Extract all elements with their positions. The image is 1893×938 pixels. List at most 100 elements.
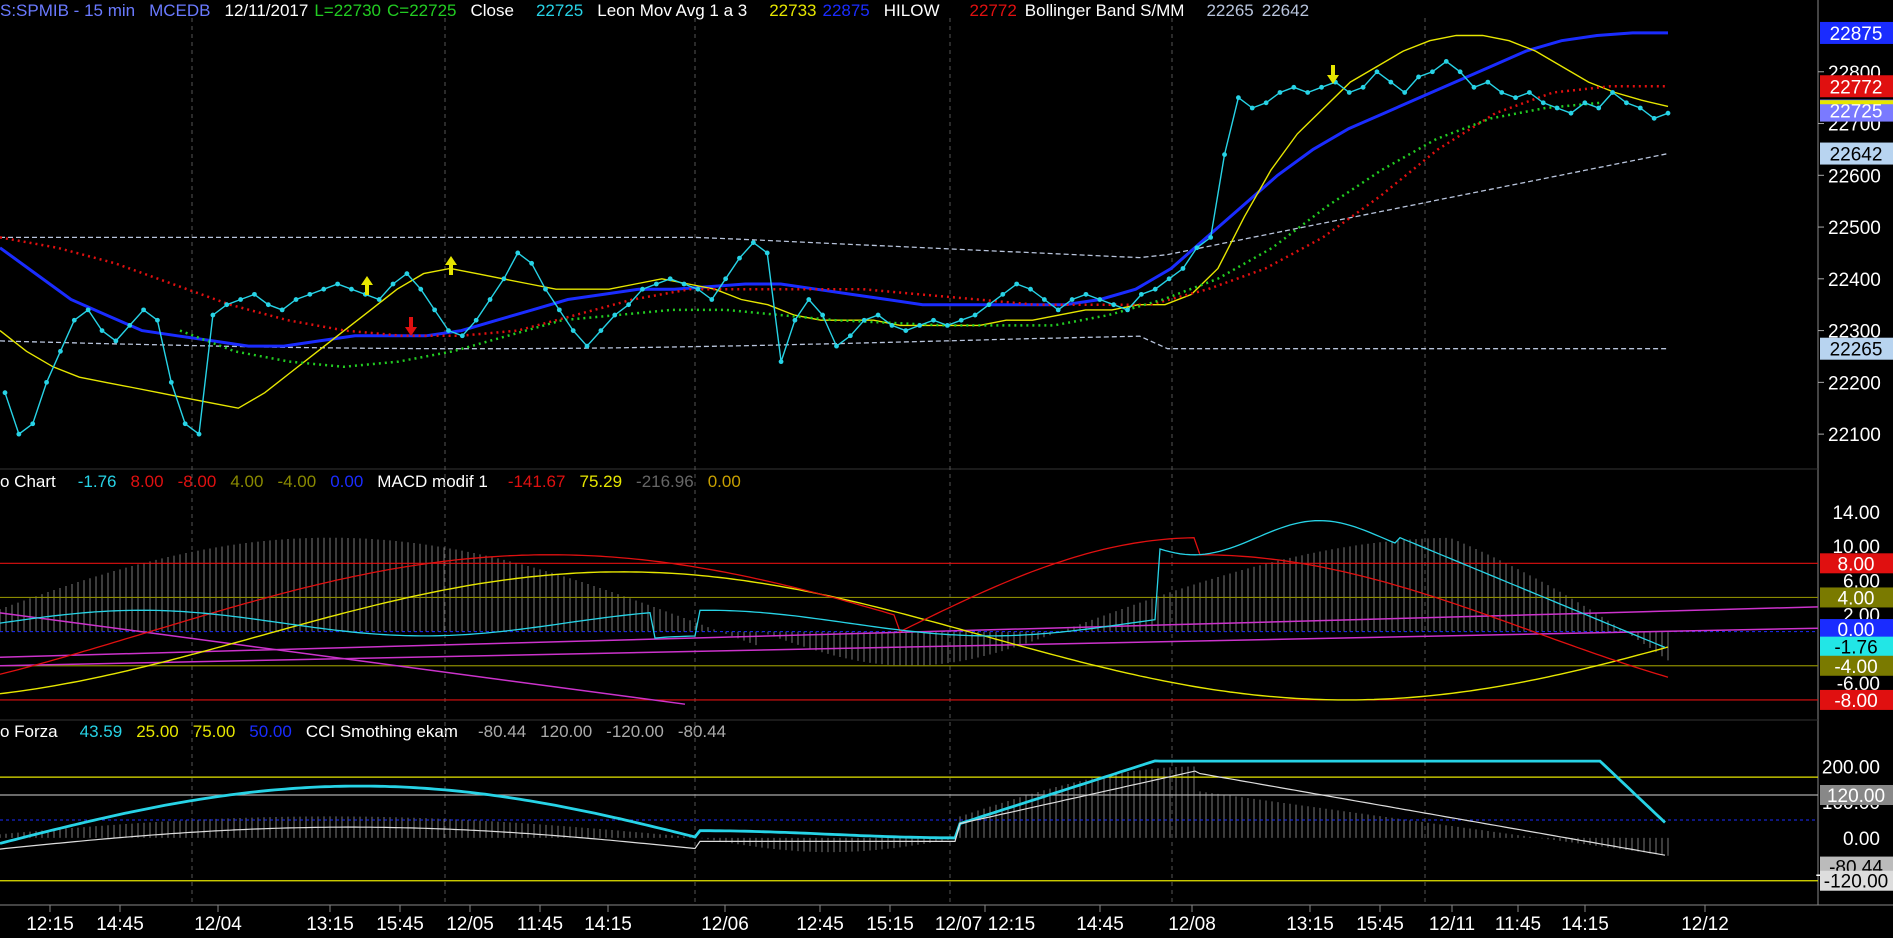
x-tick-label: 14:45 — [1076, 914, 1124, 935]
y-tick-label: 6.00 — [1843, 571, 1880, 592]
macd-osc-line — [0, 519, 1666, 649]
cci-legend: CCI Smothing ekam — [305, 722, 458, 741]
close-point — [349, 286, 354, 292]
date-label: 12/11/2017 — [224, 1, 309, 20]
cci-c1: -80.44 — [477, 722, 527, 741]
y-tick-label: 22500 — [1828, 218, 1881, 239]
close-point — [1166, 276, 1172, 282]
close-point — [1582, 100, 1588, 106]
macd-v6: 0.00 — [330, 472, 364, 491]
cci-axis-value: -120.00 — [1824, 872, 1888, 893]
close-point — [806, 297, 812, 302]
close-point — [584, 343, 590, 349]
close-point — [958, 317, 964, 323]
cci-c3: -120.00 — [606, 722, 664, 741]
close-point — [681, 281, 687, 287]
close-point — [1360, 84, 1366, 90]
trend-line — [0, 606, 1819, 658]
close-point — [418, 286, 424, 292]
trend-line — [0, 627, 1819, 667]
close-point — [1624, 100, 1629, 106]
close-point — [944, 323, 950, 328]
close-point — [141, 307, 146, 313]
close-point — [307, 291, 313, 297]
close-point — [834, 343, 839, 349]
close-point — [861, 317, 867, 323]
hilow-line — [0, 31, 1668, 348]
close-point — [1540, 100, 1546, 106]
close-point — [127, 323, 133, 328]
macd-axis-box — [1820, 553, 1893, 574]
macd-signal-line — [0, 571, 1669, 701]
close-point — [695, 286, 701, 292]
macd-m4: 0.00 — [707, 472, 741, 491]
close-point — [1097, 297, 1103, 302]
close-point — [71, 317, 77, 323]
x-tick-label: 12/07 12:15 — [935, 914, 1035, 935]
close-value: 22725 — [535, 1, 584, 20]
close-point — [1111, 302, 1117, 308]
close-point — [85, 307, 91, 313]
close-point — [1291, 84, 1297, 90]
price-axis-value: 22875 — [1830, 24, 1883, 45]
close-point — [1263, 100, 1269, 106]
y-tick-label: 14.00 — [1832, 503, 1880, 524]
cci-axis-box — [1820, 870, 1893, 891]
x-tick-label: 12:15 — [26, 914, 74, 935]
close-point — [44, 379, 49, 385]
close-point — [972, 312, 978, 318]
macd-main-line — [0, 537, 1669, 678]
price-axis-box — [1820, 75, 1893, 98]
macd-axis-value: -8.00 — [1834, 691, 1877, 712]
cci-signal-line — [0, 770, 1666, 856]
close-point — [640, 286, 645, 292]
close-point — [1527, 90, 1532, 95]
close-point — [875, 312, 881, 318]
close-point — [931, 317, 936, 323]
close-point — [1014, 281, 1020, 287]
macd-axis-box — [1820, 636, 1893, 657]
close-point — [543, 286, 548, 292]
bb-legend: Bollinger Band S/MM — [1024, 1, 1185, 20]
close-point — [529, 260, 535, 266]
y-tick-label: 22400 — [1828, 270, 1881, 291]
close-point — [570, 328, 576, 333]
cci-v2: 25.00 — [136, 722, 179, 741]
y-tick-label: 22300 — [1828, 322, 1881, 343]
close-point — [1083, 291, 1089, 297]
close-point — [16, 431, 22, 437]
close-point — [30, 421, 36, 427]
close-point — [279, 307, 285, 313]
close-point — [1637, 105, 1643, 111]
sell-arrow-icon — [405, 317, 417, 336]
close-point — [1665, 110, 1671, 116]
close-point — [1028, 286, 1033, 292]
x-tick-label: 13:15 — [1286, 914, 1334, 935]
close-point — [238, 297, 243, 302]
close-point — [404, 271, 410, 277]
cci-v4: 50.00 — [249, 722, 292, 741]
close-point — [99, 328, 105, 333]
close-eq-label: C=22725 — [387, 1, 457, 20]
close-point — [1000, 291, 1006, 297]
close-point — [1430, 69, 1435, 75]
leon-legend: Leon Mov Avg 1 a 3 — [597, 1, 748, 20]
y-tick-label: 22600 — [1828, 166, 1881, 187]
close-point — [1319, 84, 1324, 90]
x-tick-label: 14:45 — [96, 914, 144, 935]
y-tick-label: 22200 — [1828, 373, 1881, 394]
x-tick-label: 13:15 — [306, 914, 354, 935]
macd-axis-value: 8.00 — [1838, 554, 1875, 575]
x-tick-label: 12/04 — [194, 914, 242, 935]
leon-mov-avg-line — [0, 34, 1669, 409]
cci-axis-value: 120.00 — [1827, 786, 1885, 807]
close-point — [515, 250, 521, 256]
x-tick-label: 12/08 — [1168, 914, 1216, 935]
x-tick-label: 15:45 — [1356, 914, 1404, 935]
red-dotted-average — [0, 85, 1668, 338]
y-tick-label: -6.00 — [1837, 674, 1880, 695]
close-point — [1610, 90, 1615, 95]
close-point — [917, 323, 923, 328]
macd-v2: 8.00 — [130, 472, 164, 491]
close-point — [1374, 69, 1380, 75]
